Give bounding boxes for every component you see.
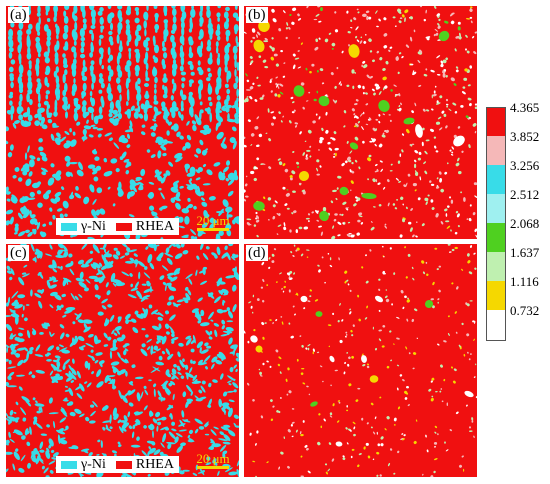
- misorientation-map-image: [244, 6, 477, 239]
- colorbar-tick-label: 0.732: [510, 303, 540, 318]
- colorbar-frame: [486, 107, 506, 341]
- legend-swatch-gamma-ni: [61, 222, 77, 231]
- colorbar: 4.365 3.852 3.256 2.512 2.068 1.637 1.116 0.732: [486, 101, 548, 341]
- scale-bar-label: 20 μm: [196, 451, 230, 466]
- panel-label: (d): [246, 245, 268, 261]
- misorientation-map-image: [244, 244, 477, 477]
- panel-d-kam-map: (d): [244, 244, 477, 477]
- colorbar-tick-label: 1.637: [510, 245, 540, 260]
- legend-label-gamma-ni: γ-Ni: [81, 218, 106, 234]
- scale-bar-label: 20 μm: [196, 213, 230, 228]
- phase-map-image: [6, 244, 239, 477]
- colorbar-tick-label: 3.256: [510, 158, 540, 173]
- colorbar-tick-label: 4.365: [510, 100, 540, 115]
- scale-bar-line: [197, 466, 229, 469]
- colorbar-tick-label: 1.116: [510, 274, 539, 289]
- phase-map-image: [6, 6, 239, 239]
- phase-legend: γ-Ni RHEA: [56, 218, 179, 235]
- panel-a-phase-map: (a) γ-Ni RHEA 20 μm: [6, 6, 239, 239]
- scale-bar: 20 μm: [193, 452, 233, 469]
- panel-label: (c): [8, 245, 29, 261]
- panel-c-phase-map: (c) γ-Ni RHEA 20 μm: [6, 244, 239, 477]
- legend-label-gamma-ni: γ-Ni: [81, 456, 106, 472]
- legend-swatch-rhea: [115, 222, 132, 231]
- legend-swatch-gamma-ni: [61, 460, 77, 469]
- legend-label-rhea: RHEA: [135, 218, 174, 234]
- panel-b-kam-map: (b): [244, 6, 477, 239]
- phase-legend: γ-Ni RHEA: [56, 456, 179, 473]
- panel-label: (b): [246, 7, 268, 23]
- colorbar-tick-label: 2.512: [510, 187, 540, 202]
- scale-bar-line: [197, 228, 229, 231]
- colorbar-tick-label: 2.068: [510, 216, 540, 231]
- legend-label-rhea: RHEA: [135, 456, 174, 472]
- colorbar-tick-label: 3.852: [510, 129, 540, 144]
- panel-label: (a): [8, 7, 29, 23]
- scale-bar: 20 μm: [193, 214, 233, 231]
- legend-swatch-rhea: [115, 460, 132, 469]
